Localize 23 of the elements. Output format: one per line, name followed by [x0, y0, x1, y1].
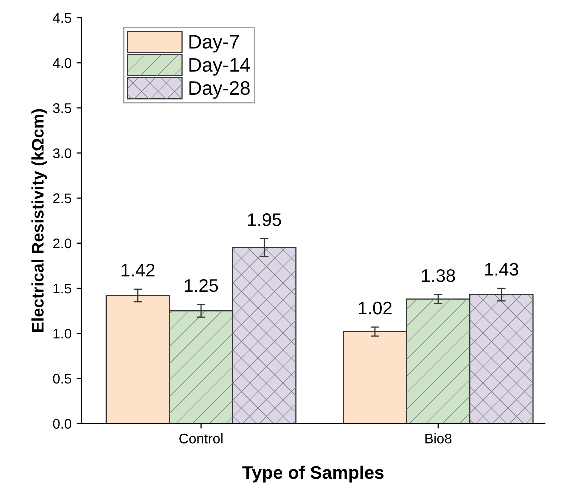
legend-label: Day-28: [190, 81, 250, 100]
y-tick-label: 3.5: [53, 103, 72, 114]
y-tick-label: 4.0: [53, 58, 72, 68]
x-tick-label: Control: [180, 434, 223, 444]
data-label: 1.02: [358, 302, 392, 315]
y-tick-label: 1.5: [54, 284, 72, 294]
y-tick-label: 2.5: [53, 194, 72, 204]
data-label: 1.95: [248, 214, 282, 226]
data-label: 1.43: [485, 263, 518, 276]
data-label: 1.42: [122, 264, 155, 277]
legend-label: Day-14: [190, 58, 250, 76]
data-label: 1.38: [422, 269, 456, 282]
legend-label: Day-7: [190, 35, 240, 53]
x-axis-title: Type of Samples: [242, 466, 384, 483]
y-tick-label: 2.0: [53, 238, 72, 249]
y-tick-label: 0.0: [53, 419, 72, 429]
y-tick-label: 4.5: [53, 13, 72, 24]
x-tick-label: Bio8: [426, 434, 452, 444]
y-tick-label: 0.5: [53, 374, 72, 384]
data-label: 1.25: [185, 279, 218, 292]
y-tick-label: 1.0: [54, 328, 72, 339]
y-axis-title: Electrical Resistivity (kΩcm): [32, 109, 48, 332]
y-tick-label: 3.0: [53, 148, 72, 158]
